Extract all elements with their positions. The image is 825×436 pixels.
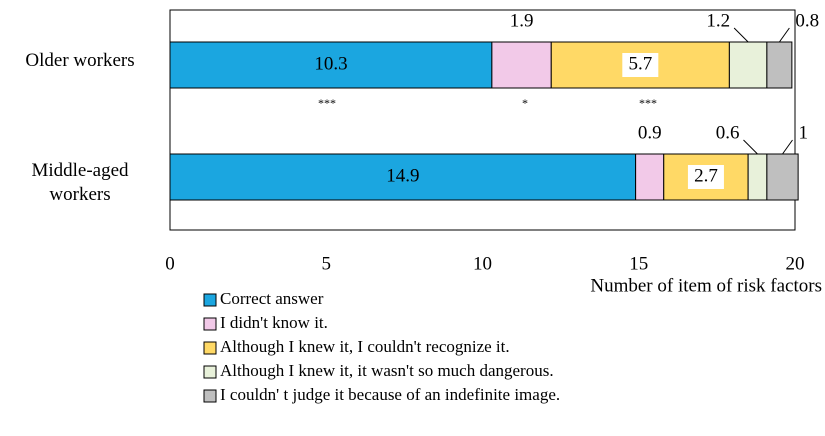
legend-label: Although I knew it, I couldn't recognize… bbox=[220, 337, 510, 356]
data-label: 0.6 bbox=[716, 122, 740, 143]
label-bg bbox=[622, 53, 659, 77]
leader-line bbox=[782, 139, 793, 155]
legend-label: I couldn' t judge it because of an indef… bbox=[220, 385, 560, 404]
significance-mark: *** bbox=[318, 96, 336, 110]
data-label: 2.7 bbox=[694, 165, 718, 186]
bar-segment bbox=[766, 153, 799, 201]
legend-label: Although I knew it, it wasn't so much da… bbox=[220, 361, 554, 380]
leader-line bbox=[733, 27, 749, 43]
category-label: Middle-aged workers bbox=[31, 160, 129, 205]
x-axis-label: Number of item of risk factors bbox=[590, 275, 822, 296]
legend-swatch bbox=[203, 365, 217, 379]
plot-frame bbox=[169, 9, 796, 231]
data-label: 10.3 bbox=[314, 53, 347, 74]
x-tick-label: 20 bbox=[786, 253, 805, 274]
x-tick-label: 15 bbox=[629, 253, 648, 274]
data-label: 5.7 bbox=[628, 53, 652, 74]
legend-label: Correct answer bbox=[220, 289, 324, 308]
legend-swatch bbox=[203, 389, 217, 403]
legend-swatch bbox=[203, 317, 217, 331]
significance-mark: *** bbox=[639, 96, 657, 110]
bar-segment bbox=[169, 153, 637, 201]
bar-segment bbox=[747, 153, 768, 201]
x-tick-label: 0 bbox=[165, 253, 175, 274]
leader-line bbox=[778, 27, 790, 43]
bar-segment bbox=[728, 41, 768, 89]
significance-mark: * bbox=[522, 96, 528, 110]
x-tick-label: 10 bbox=[473, 253, 492, 274]
x-tick-label: 5 bbox=[322, 253, 332, 274]
data-label: 0.9 bbox=[638, 122, 662, 143]
legend-swatch bbox=[203, 293, 217, 307]
bar-segment bbox=[169, 41, 493, 89]
data-label: 1 bbox=[799, 122, 809, 143]
legend-label: I didn't know it. bbox=[220, 313, 328, 332]
category-label: Older workers bbox=[25, 50, 135, 71]
legend-swatch bbox=[203, 341, 217, 355]
label-bg bbox=[687, 165, 724, 189]
bar-segment bbox=[766, 41, 793, 89]
data-label: 0.8 bbox=[795, 10, 819, 31]
data-label: 14.9 bbox=[386, 165, 419, 186]
bar-segment bbox=[550, 41, 730, 89]
bar-segment bbox=[491, 41, 552, 89]
data-label: 1.9 bbox=[510, 10, 534, 31]
data-label: 1.2 bbox=[706, 10, 730, 31]
leader-line bbox=[743, 139, 758, 155]
bar-segment bbox=[635, 153, 665, 201]
